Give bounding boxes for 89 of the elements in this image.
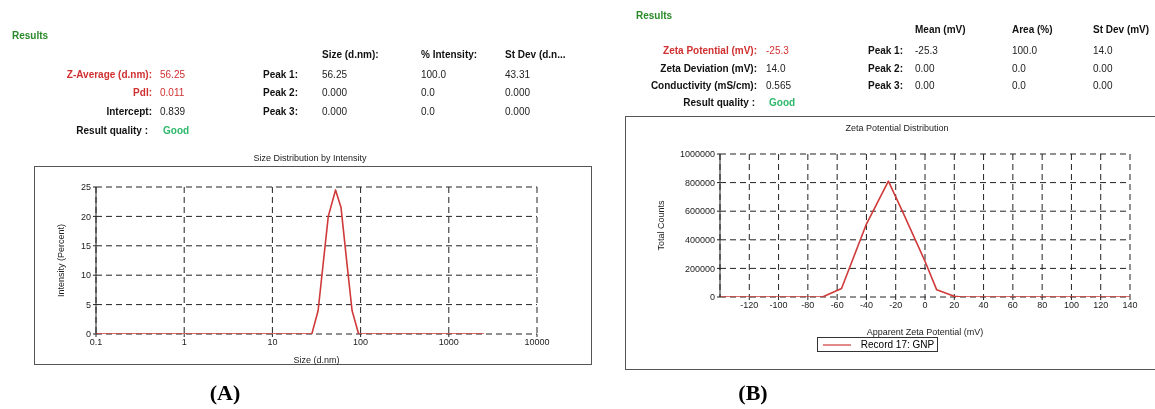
text: 0.0 <box>1012 62 1026 74</box>
text: Peak 2: <box>867 62 903 74</box>
text: St Dev (mV) <box>1093 23 1150 35</box>
x-tick-label: 0.1 <box>89 337 103 348</box>
text: (A) <box>209 380 241 406</box>
text: Results <box>12 29 49 41</box>
text: 0.011 <box>160 86 185 98</box>
x-tick-label: -100 <box>769 300 788 311</box>
text: 43.31 <box>505 68 531 80</box>
y-tick-label: 0 <box>709 292 715 303</box>
x-tick-label: -60 <box>830 300 844 311</box>
y-axis-title: Intensity (Percent) <box>56 223 67 298</box>
y-axis-title: Total Counts <box>656 199 667 251</box>
text: 56.25 <box>322 68 348 80</box>
text: Mean (mV) <box>915 23 966 35</box>
text: % Intensity: <box>421 48 478 60</box>
text: Size (d.nm): <box>322 48 379 60</box>
text: 0.00 <box>915 79 935 91</box>
y-tick-label: 800000 <box>684 177 715 188</box>
text: PdI: <box>133 86 152 98</box>
text: 0.000 <box>322 105 348 117</box>
x-tick-label: 120 <box>1093 300 1109 311</box>
y-tick-label: 10 <box>80 270 91 281</box>
x-tick-label: 1000 <box>438 337 459 348</box>
text: Conductivity (mS/cm): <box>650 79 757 91</box>
text: Zeta Deviation (mV): <box>660 62 757 74</box>
text: 14.0 <box>1093 44 1113 56</box>
text: 0.00 <box>1093 62 1113 74</box>
y-tick-label: 25 <box>80 182 91 193</box>
text: 0.00 <box>915 62 935 74</box>
text: Area (%) <box>1012 23 1053 35</box>
y-tick-label: 200000 <box>684 263 715 274</box>
x-axis-title: Size (d.nm) <box>293 355 340 365</box>
x-tick-label: 140 <box>1122 300 1138 311</box>
text: Good <box>163 124 190 136</box>
legend-label: Record 17: GNP <box>860 339 935 350</box>
y-tick-label: 0 <box>85 329 91 340</box>
y-tick-label: 1000000 <box>679 149 715 160</box>
text: 0.839 <box>160 105 186 117</box>
text: 0.0 <box>421 105 435 117</box>
text: Zeta Potential (mV): <box>663 44 757 56</box>
text: 0.000 <box>505 86 531 98</box>
text: (B) <box>738 380 768 406</box>
x-tick-label: 0 <box>922 300 928 311</box>
x-tick-label: 100 <box>1063 300 1079 311</box>
text: Peak 3: <box>867 79 903 91</box>
text: -25.3 <box>766 44 789 56</box>
x-tick-label: -40 <box>859 300 873 311</box>
x-tick-label: -80 <box>801 300 815 311</box>
text: Peak 1: <box>867 44 903 56</box>
text: Result quality : <box>76 124 148 136</box>
y-tick-label: 400000 <box>684 234 715 245</box>
x-tick-label: -20 <box>889 300 903 311</box>
x-tick-label: 100 <box>353 337 369 348</box>
text: 14.0 <box>766 62 786 74</box>
x-tick-label: 40 <box>978 300 989 311</box>
text: Results <box>636 9 673 21</box>
text: Good <box>769 96 796 108</box>
x-axis-title: Apparent Zeta Potential (mV) <box>866 327 984 337</box>
chart-title: Zeta Potential Distribution <box>845 123 949 133</box>
text: 0.00 <box>1093 79 1113 91</box>
y-tick-label: 5 <box>85 299 91 310</box>
text: Peak 3: <box>262 105 298 117</box>
text: 0.000 <box>322 86 348 98</box>
x-tick-label: 1 <box>181 337 187 348</box>
x-tick-label: 20 <box>949 300 960 311</box>
x-tick-label: 80 <box>1037 300 1048 311</box>
chart-title: Size Distribution by Intensity <box>253 153 367 163</box>
text: 100.0 <box>421 68 447 80</box>
text: Z-Average (d.nm): <box>66 68 152 80</box>
text: Peak 2: <box>262 86 298 98</box>
x-tick-label: 60 <box>1007 300 1018 311</box>
x-tick-label: 10 <box>267 337 278 348</box>
text: -25.3 <box>915 44 938 56</box>
text: 0.0 <box>1012 79 1026 91</box>
y-tick-label: 20 <box>80 211 91 222</box>
text: 56.25 <box>160 68 186 80</box>
text: 0.565 <box>766 79 792 91</box>
text: St Dev (d.n... <box>505 48 566 60</box>
text: 100.0 <box>1012 44 1038 56</box>
y-tick-label: 600000 <box>684 206 715 217</box>
y-tick-label: 15 <box>80 240 91 251</box>
text: Result quality : <box>683 96 755 108</box>
x-tick-label: 10000 <box>524 337 550 348</box>
x-tick-label: -120 <box>740 300 759 311</box>
text: 0.0 <box>421 86 435 98</box>
text: Intercept: <box>106 105 152 117</box>
text: Peak 1: <box>262 68 298 80</box>
text: 0.000 <box>505 105 531 117</box>
